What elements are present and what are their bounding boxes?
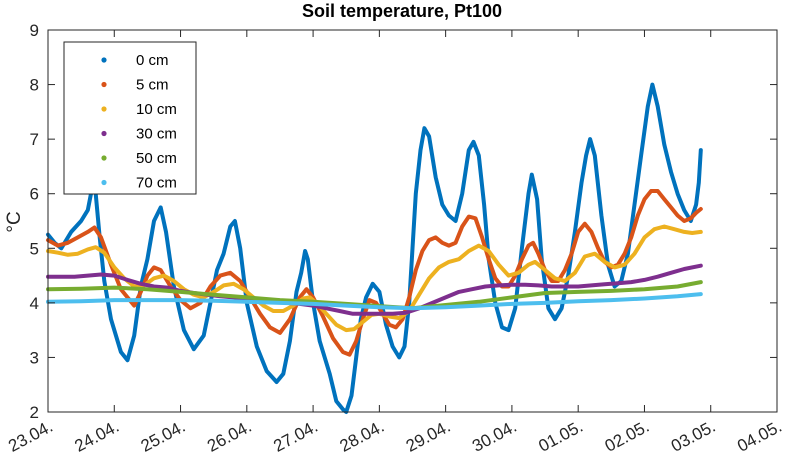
legend-marker-30-cm — [101, 130, 107, 137]
legend-marker-0-cm — [101, 57, 107, 63]
x-tick-label-2: 25.04. — [138, 417, 189, 456]
series-line-70-cm — [46, 292, 703, 311]
x-tick-label-3: 26.04. — [204, 417, 255, 456]
x-tick-label-6: 29.04. — [403, 417, 454, 456]
y-axis-ticks: 2 3 4 5 6 7 8 9 — [30, 21, 777, 422]
chart-title: Soil temperature, Pt100 — [302, 1, 502, 21]
y-axis-label: °C — [4, 211, 25, 232]
x-tick-label-9: 02.05. — [602, 417, 653, 456]
x-tick-label-1: 24.04. — [71, 417, 122, 456]
y-tick-label-9: 9 — [30, 21, 39, 40]
y-tick-label-4: 4 — [30, 294, 39, 313]
legend-label-5-cm: 5 cm — [136, 77, 169, 94]
x-tick-label-8: 01.05. — [535, 417, 586, 456]
legend-marker-5-cm — [101, 81, 107, 88]
plot-frame — [47, 29, 778, 413]
x-tick-label-11: 04.05. — [734, 417, 785, 456]
legend-marker-50-cm — [101, 155, 107, 161]
legend-label-0-cm: 0 cm — [136, 52, 169, 69]
legend-label-10-cm: 10 cm — [136, 101, 177, 118]
y-tick-label-3: 3 — [30, 348, 39, 367]
x-tick-label-0: 23.04. — [5, 417, 56, 456]
x-tick-label-5: 28.04. — [337, 417, 388, 456]
legend-marker-70-cm — [101, 179, 107, 186]
legend: 0 cm 5 cm 10 cm 30 cm 50 cm 70 cm — [63, 41, 197, 195]
y-tick-label-8: 8 — [30, 76, 39, 95]
legend-marker-10-cm — [101, 106, 107, 112]
legend-box — [63, 41, 197, 195]
plot-lines — [46, 82, 703, 414]
y-tick-label-6: 6 — [30, 185, 39, 204]
x-tick-label-7: 30.04. — [469, 417, 520, 456]
x-tick-label-4: 27.04. — [270, 417, 321, 456]
legend-label-30-cm: 30 cm — [136, 126, 177, 143]
legend-label-70-cm: 70 cm — [136, 175, 177, 192]
series-line-0-cm — [46, 82, 703, 414]
y-tick-label-7: 7 — [30, 130, 39, 149]
series-line-30-cm — [46, 263, 703, 316]
legend-label-50-cm: 50 cm — [136, 150, 177, 167]
y-tick-label-5: 5 — [30, 239, 39, 258]
y-tick-label-2: 2 — [30, 403, 39, 422]
x-tick-label-10: 03.05. — [668, 417, 719, 456]
